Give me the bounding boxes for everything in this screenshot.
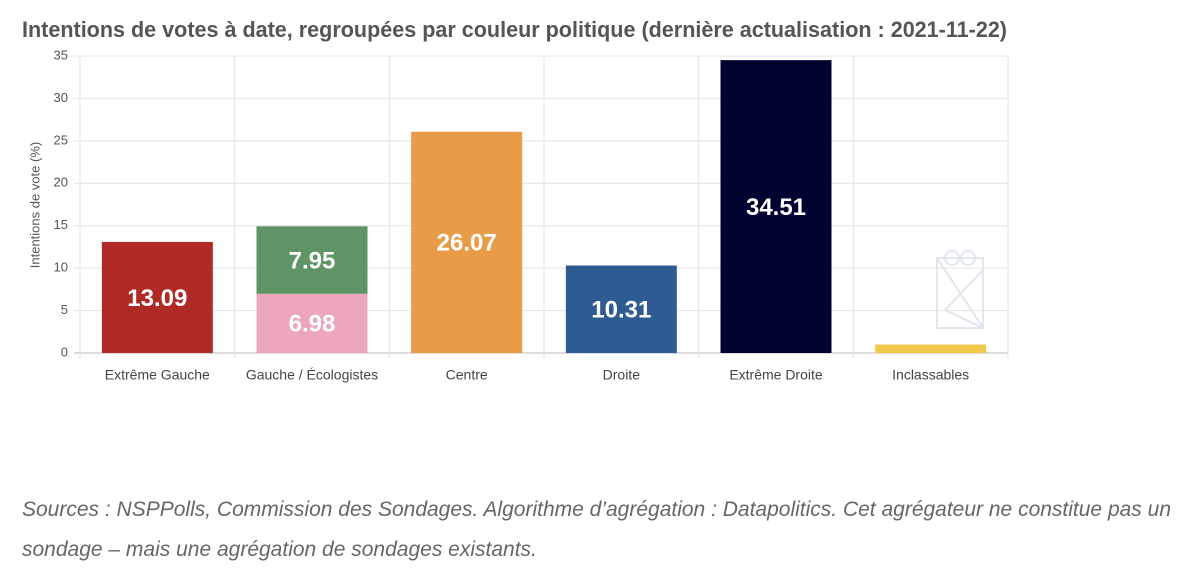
value-label: 13.09 bbox=[127, 285, 187, 312]
y-tick-label: 10 bbox=[54, 260, 68, 275]
x-tick-label: Extrême Droite bbox=[729, 367, 823, 383]
chart: Intentions de votes à date, regroupées p… bbox=[22, 17, 1009, 383]
bar bbox=[101, 241, 213, 353]
watermark bbox=[936, 250, 984, 329]
value-label: 10.31 bbox=[591, 297, 651, 324]
chart-title: Intentions de votes à date, regroupées p… bbox=[22, 17, 1007, 42]
y-tick-label: 35 bbox=[54, 47, 68, 62]
value-label: 7.95 bbox=[289, 247, 336, 274]
y-axis-label: Intentions de vote (%) bbox=[27, 142, 42, 268]
bar bbox=[875, 344, 987, 353]
y-tick-label: 30 bbox=[54, 90, 68, 105]
value-label: 6.98 bbox=[289, 311, 336, 338]
bar bbox=[565, 265, 677, 353]
x-tick-label: Gauche / Écologistes bbox=[246, 367, 378, 383]
y-tick-label: 25 bbox=[54, 132, 68, 147]
value-label: 26.07 bbox=[437, 230, 497, 257]
value-label: 34.51 bbox=[746, 194, 806, 221]
x-tick-label: Inclassables bbox=[892, 367, 969, 383]
bar bbox=[720, 60, 832, 354]
footer-source: Sources : NSPPolls, Commission des Sonda… bbox=[22, 498, 1172, 561]
y-tick-label: 0 bbox=[61, 344, 68, 359]
bar bbox=[256, 226, 368, 294]
y-tick-label: 20 bbox=[54, 175, 68, 190]
x-tick-label: Centre bbox=[446, 367, 488, 383]
x-tick-label: Droite bbox=[603, 367, 641, 383]
y-tick-label: 5 bbox=[61, 302, 68, 317]
bar bbox=[256, 293, 368, 353]
y-tick-label: 15 bbox=[54, 217, 68, 232]
x-tick-label: Extrême Gauche bbox=[105, 367, 210, 383]
bar bbox=[411, 131, 523, 353]
